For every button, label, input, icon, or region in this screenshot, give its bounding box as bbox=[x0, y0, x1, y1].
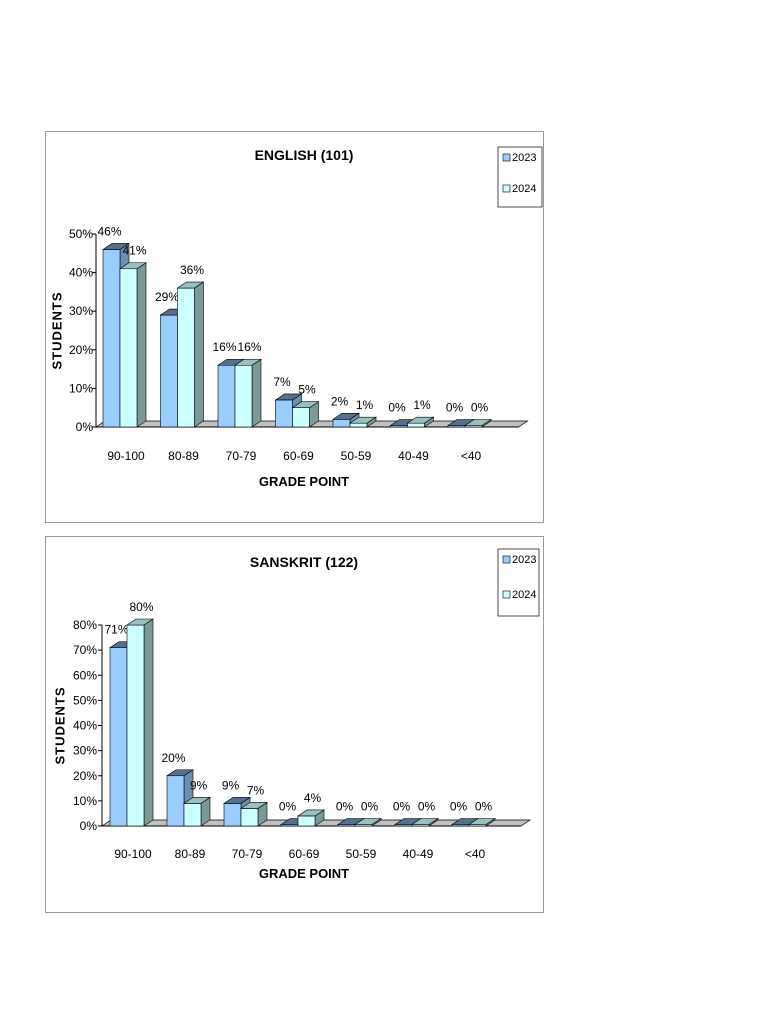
bar-2024-40-49 bbox=[411, 817, 439, 827]
bar-2024-90-100 bbox=[126, 618, 154, 827]
data-label: 5% bbox=[298, 383, 316, 397]
y-tick-label: 30% bbox=[73, 744, 97, 758]
y-tick-label: 50% bbox=[69, 227, 93, 241]
data-label: 0% bbox=[471, 401, 489, 415]
y-tick-label: 10% bbox=[69, 381, 93, 395]
data-label: 0% bbox=[475, 800, 493, 814]
bar-2024-40-49 bbox=[406, 416, 435, 428]
bar-2024-50-59 bbox=[349, 416, 377, 428]
x-tick-label: 60-69 bbox=[289, 847, 320, 861]
legend-label-2024: 2024 bbox=[512, 589, 536, 601]
y-axis-label: STUDENTS bbox=[49, 291, 64, 369]
legend-label-2024: 2024 bbox=[512, 183, 536, 195]
y-tick-label: 40% bbox=[73, 719, 97, 733]
legend: 2023 2024 bbox=[497, 146, 543, 208]
x-tick-label: 70-79 bbox=[226, 449, 257, 463]
sanskrit-chart-svg: SANSKRIT (122) 0% 10% 20% 30% 40% 50% 60% 70% 80%… bbox=[52, 548, 540, 881]
bar-2024-90-100 bbox=[119, 262, 147, 428]
data-label: 0% bbox=[279, 800, 297, 814]
bar-2024-80-89 bbox=[176, 281, 205, 428]
chart-title: SANSKRIT (122) bbox=[250, 554, 358, 570]
bar-2024-70-79 bbox=[234, 358, 262, 428]
x-tick-label: 50-59 bbox=[346, 847, 377, 861]
x-axis-label: GRADE POINT bbox=[259, 866, 349, 881]
x-tick-label: 70-79 bbox=[232, 847, 263, 861]
data-label: 4% bbox=[304, 791, 322, 805]
legend-swatch-2024 bbox=[502, 590, 511, 599]
x-axis-label: GRADE POINT bbox=[259, 474, 349, 489]
legend-label-2023: 2023 bbox=[512, 554, 536, 566]
data-label: 0% bbox=[388, 401, 406, 415]
data-label: 9% bbox=[222, 778, 240, 792]
bar-2024-60-69 bbox=[297, 809, 325, 827]
y-tick-label: 0% bbox=[76, 420, 94, 434]
y-tick-label: 0% bbox=[80, 819, 98, 833]
y-tick-label: 20% bbox=[73, 769, 97, 783]
data-label: 0% bbox=[361, 800, 379, 814]
bar-2024-<40 bbox=[468, 817, 496, 827]
y-tick-label: 10% bbox=[73, 794, 97, 808]
data-label: 41% bbox=[122, 244, 146, 258]
y-axis-label: STUDENTS bbox=[52, 686, 67, 764]
legend-swatch-2024 bbox=[502, 184, 511, 193]
x-tick-label: 40-49 bbox=[403, 847, 434, 861]
data-label: 0% bbox=[418, 800, 436, 814]
y-tick-label: 80% bbox=[73, 618, 97, 632]
data-label: 80% bbox=[129, 600, 153, 614]
x-tick-label: 80-89 bbox=[175, 847, 206, 861]
data-label: 29% bbox=[155, 290, 179, 304]
data-label: 16% bbox=[212, 340, 236, 354]
chart-title: ENGLISH (101) bbox=[255, 147, 354, 163]
data-label: 71% bbox=[104, 623, 128, 637]
x-tick-label: 80-89 bbox=[168, 449, 199, 463]
x-tick-label: 50-59 bbox=[341, 449, 372, 463]
data-label: 36% bbox=[180, 263, 204, 277]
data-label: 1% bbox=[356, 398, 374, 412]
legend-swatch-2023 bbox=[502, 555, 511, 564]
data-label: 7% bbox=[273, 375, 291, 389]
data-label: 16% bbox=[237, 340, 261, 354]
y-tick-label: 40% bbox=[69, 266, 93, 280]
data-label: 20% bbox=[161, 751, 185, 765]
x-tick-label: 90-100 bbox=[107, 449, 145, 463]
data-label: 0% bbox=[446, 401, 464, 415]
english-chart: ENGLISH (101) 0% 10% 20% 30% 40% 50% STUDENTS 46… bbox=[45, 131, 544, 523]
bar-2024-70-79 bbox=[240, 801, 268, 827]
data-label: 46% bbox=[97, 224, 121, 238]
data-label: 7% bbox=[247, 783, 265, 797]
x-tick-label: 40-49 bbox=[398, 449, 429, 463]
y-tick-label: 20% bbox=[69, 343, 93, 357]
x-tick-label: <40 bbox=[461, 449, 482, 463]
bar-2024-60-69 bbox=[291, 401, 320, 428]
x-tick-label: <40 bbox=[465, 847, 486, 861]
data-label: 0% bbox=[393, 800, 411, 814]
data-label: 1% bbox=[413, 398, 431, 412]
y-tick-label: 60% bbox=[73, 668, 97, 682]
data-label: 0% bbox=[450, 800, 468, 814]
data-label: 2% bbox=[331, 394, 349, 408]
bar-2024-80-89 bbox=[183, 796, 211, 827]
legend: 2023 2024 bbox=[497, 548, 540, 617]
english-chart-svg: ENGLISH (101) 0% 10% 20% 30% 40% 50% STUDENTS 46… bbox=[49, 146, 543, 489]
y-tick-label: 50% bbox=[73, 693, 97, 707]
y-tick-label: 30% bbox=[69, 304, 93, 318]
legend-swatch-2023 bbox=[502, 153, 511, 162]
sanskrit-chart: SANSKRIT (122) 0% 10% 20% 30% 40% 50% 60% 70% 80%… bbox=[45, 536, 544, 913]
y-tick-label: 70% bbox=[73, 643, 97, 657]
legend-label-2023: 2023 bbox=[512, 152, 536, 164]
bar-2024-<40 bbox=[464, 418, 492, 428]
bar-2024-50-59 bbox=[354, 817, 382, 827]
x-tick-label: 60-69 bbox=[283, 449, 314, 463]
data-label: 9% bbox=[190, 778, 208, 792]
x-tick-label: 90-100 bbox=[114, 847, 152, 861]
data-label: 0% bbox=[336, 800, 354, 814]
